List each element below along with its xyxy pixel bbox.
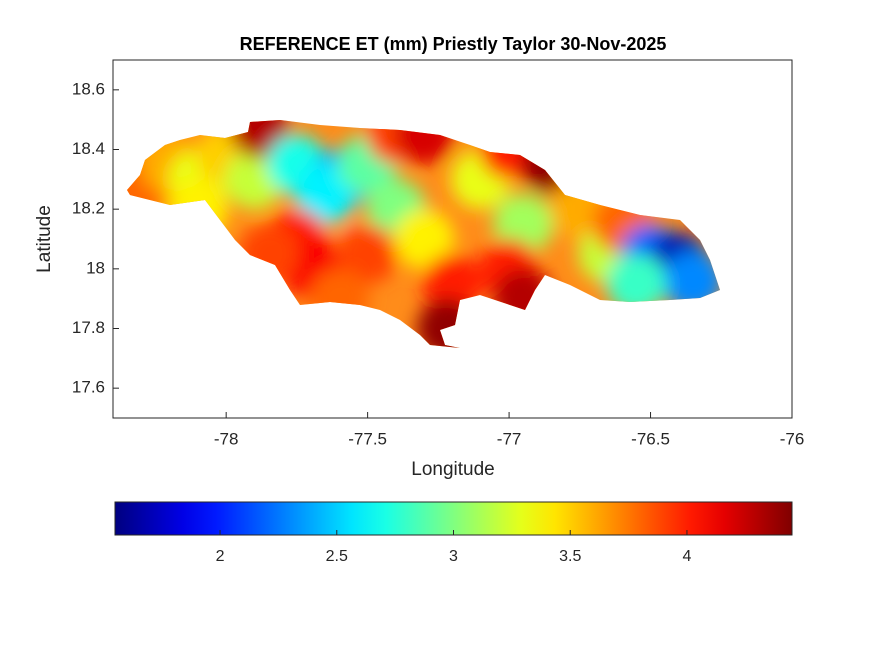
field-point <box>606 253 667 314</box>
x-tick-label: -78 <box>214 429 239 448</box>
axes: -78 -77.5 -77 -76.5 -76 17.6 17.8 18 18.2 18.4 18.… <box>72 79 804 565</box>
colorbar-tick-label: 2 <box>216 548 225 565</box>
field-point <box>394 120 455 165</box>
x-tick-label: -76 <box>780 429 805 448</box>
field-point <box>337 223 398 284</box>
field-point <box>394 209 455 269</box>
y-tick-label: 17.8 <box>72 318 105 337</box>
field-point <box>230 120 291 159</box>
y-tick-label: 18.4 <box>72 139 105 158</box>
y-axis-title: Latitude <box>34 205 55 273</box>
colorbar-tick-label: 3 <box>449 548 458 565</box>
chart-title: REFERENCE ET (mm) Priestly Taylor 30-Nov… <box>240 34 667 54</box>
colorbar-tick-label: 3.5 <box>559 548 581 565</box>
colorbar-tick-label: 4 <box>682 548 691 565</box>
y-tick-label: 18 <box>86 258 105 277</box>
x-tick-label: -76.5 <box>631 429 670 448</box>
colorbar-tick-label: 2.5 <box>326 548 348 565</box>
y-tick-label: 17.6 <box>72 378 105 397</box>
colorbar <box>114 501 793 536</box>
y-tick-label: 18.2 <box>72 199 105 218</box>
y-tick-label: 18.6 <box>72 79 105 98</box>
field-point <box>295 164 356 225</box>
x-tick-label: -77 <box>497 429 522 448</box>
x-axis-title: Longitude <box>411 459 494 480</box>
x-tick-label: -77.5 <box>348 429 387 448</box>
